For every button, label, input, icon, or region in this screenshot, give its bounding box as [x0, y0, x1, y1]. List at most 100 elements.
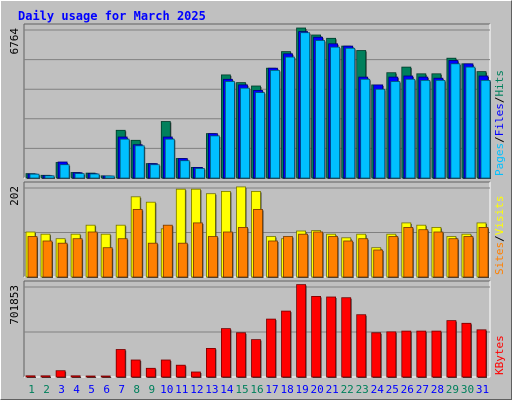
bar-sites-day-27 — [418, 229, 429, 278]
x-tick-label: 23 — [356, 383, 369, 396]
x-tick-label: 21 — [326, 383, 339, 396]
x-tick-label: 12 — [190, 383, 203, 396]
bar-kbytes-day-3 — [55, 370, 66, 378]
bar-kbytes-day-23 — [356, 314, 367, 378]
x-tick-label: 18 — [280, 383, 293, 396]
legend-entry: Sites — [493, 242, 506, 275]
bar-shadow — [87, 377, 97, 378]
bar-sites-day-9 — [147, 242, 158, 278]
bar-sites-day-15 — [238, 226, 248, 278]
bar-pages-day-6 — [104, 175, 115, 179]
legend-entry: Files — [493, 103, 506, 136]
bar-pages-day-28 — [435, 80, 446, 179]
x-tick-label: 26 — [401, 383, 414, 396]
bar-sites-day-5 — [87, 231, 98, 278]
bar-pages-day-11 — [179, 160, 190, 179]
x-tick-label: 8 — [133, 383, 140, 396]
axis-max-label: 701853 — [8, 285, 21, 325]
bar-kbytes-day-7 — [115, 349, 126, 378]
legend-entry: Hits — [493, 70, 506, 97]
bar-pages-day-1 — [29, 173, 40, 179]
x-tick-label: 6 — [103, 383, 110, 396]
bar-kbytes-day-2 — [40, 375, 51, 378]
legend-separator: / — [493, 235, 506, 242]
bar-sites-day-23 — [358, 238, 369, 278]
bar-pages-day-30 — [465, 66, 476, 179]
bar-pages-day-7 — [119, 138, 130, 179]
x-tick-label: 11 — [175, 383, 188, 396]
bar-pages-day-14 — [224, 81, 235, 179]
bar-kbytes-day-17 — [266, 318, 276, 378]
bar-sites-day-12 — [192, 222, 203, 278]
bar-sites-day-3 — [57, 242, 68, 278]
bar-pages-day-19 — [300, 32, 311, 179]
bar-pages-day-4 — [74, 173, 85, 179]
bar-pages-day-8 — [134, 145, 145, 179]
bar-pages-day-26 — [405, 78, 416, 179]
bar-shadow — [102, 377, 112, 378]
bar-sites-day-13 — [207, 236, 218, 278]
bar-sites-day-16 — [253, 208, 263, 278]
bar-pages-day-27 — [420, 80, 431, 179]
x-tick-label: 9 — [148, 383, 155, 396]
bar-pages-day-16 — [255, 92, 265, 179]
bar-pages-day-31 — [480, 80, 491, 179]
bar-kbytes-day-11 — [175, 364, 186, 378]
bar-pages-day-17 — [270, 70, 280, 179]
x-tick-label: 7 — [118, 383, 125, 396]
bar-kbytes-day-18 — [281, 310, 291, 378]
bar-pages-day-29 — [450, 63, 461, 179]
x-tick-label: 31 — [476, 383, 489, 396]
bar-pages-day-21 — [330, 46, 341, 179]
bar-sites-day-20 — [313, 231, 324, 278]
bar-kbytes-day-26 — [401, 330, 412, 378]
bar-pages-day-24 — [375, 88, 386, 179]
bar-kbytes-day-30 — [461, 322, 472, 378]
bar-pages-day-22 — [345, 47, 356, 179]
axis-max-label: 6764 — [8, 28, 21, 55]
x-tick-label: 14 — [220, 383, 234, 396]
bar-sites-day-18 — [283, 236, 293, 278]
bar-pages-day-13 — [209, 135, 220, 179]
bar-sites-day-10 — [162, 224, 173, 278]
bar-kbytes-day-16 — [251, 339, 261, 378]
bar-sites-day-14 — [222, 231, 233, 278]
bar-sites-day-6 — [102, 247, 113, 278]
bar-kbytes-day-4 — [70, 375, 81, 378]
x-tick-label: 13 — [205, 383, 218, 396]
legend-entry: KBytes — [493, 335, 506, 375]
bar-kbytes-day-14 — [220, 328, 231, 378]
legend-entry: Visits — [493, 196, 506, 236]
bar-sites-day-4 — [72, 238, 83, 278]
bar-sites-day-30 — [463, 236, 474, 278]
bar-pages-day-18 — [285, 56, 295, 179]
x-tick-label: 3 — [58, 383, 65, 396]
x-tick-label: 4 — [73, 383, 80, 396]
bar-kbytes-day-13 — [205, 347, 216, 378]
bar-sites-day-29 — [448, 238, 459, 278]
x-tick-label: 1 — [28, 383, 35, 396]
legend-separator: / — [493, 97, 506, 104]
x-tick-label: 19 — [295, 383, 308, 396]
bar-kbytes-day-9 — [145, 367, 156, 378]
x-tick-label: 25 — [386, 383, 399, 396]
bar-kbytes-day-19 — [296, 284, 307, 378]
bar-kbytes-day-8 — [130, 359, 141, 378]
bar-pages-day-10 — [164, 138, 175, 179]
bar-sites-day-25 — [388, 236, 399, 278]
panel-visitors: 202 Sites/Visits — [8, 181, 506, 278]
bar-sites-day-7 — [117, 238, 128, 278]
bar-sites-day-2 — [42, 240, 53, 278]
x-tick-label: 30 — [461, 383, 474, 396]
bar-pages-day-12 — [194, 168, 205, 179]
bar-pages-day-2 — [44, 175, 55, 179]
x-tick-label: 20 — [310, 383, 323, 396]
bar-kbytes-day-22 — [341, 297, 352, 378]
bar-sites-day-19 — [298, 233, 309, 278]
bar-pages-day-5 — [89, 173, 100, 179]
bar-pages-day-3 — [59, 164, 70, 179]
bar-sites-day-21 — [328, 236, 339, 278]
bar-pages-day-15 — [240, 87, 250, 179]
bar-sites-day-17 — [268, 240, 278, 278]
